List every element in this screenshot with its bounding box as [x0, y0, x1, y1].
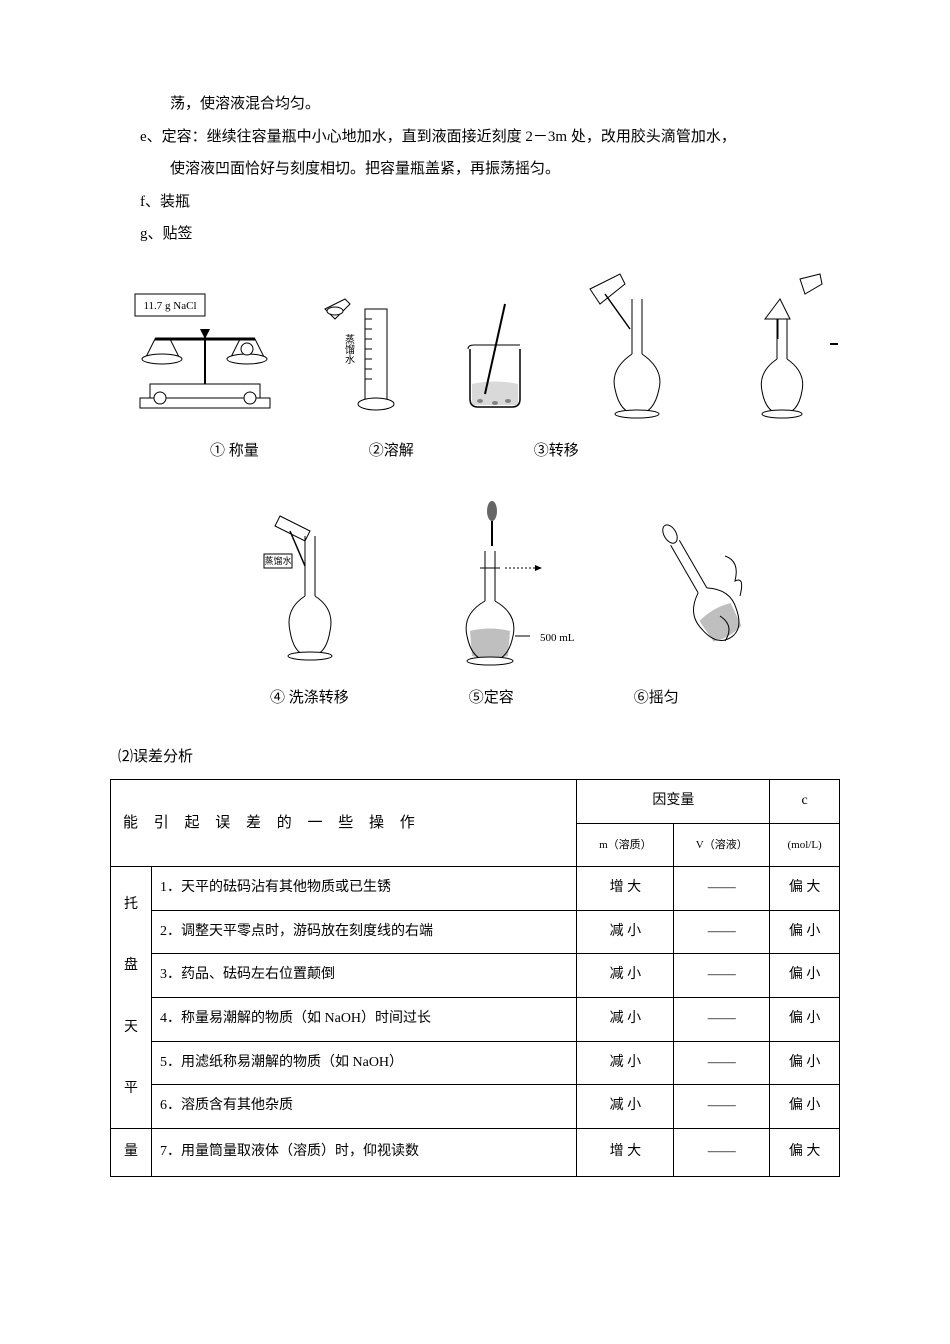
- caption-transfer: ③转移: [534, 437, 579, 466]
- flask-500ml-text: 500 mL: [540, 632, 575, 644]
- nacl-label-text: 11.7 g NaCl: [143, 300, 196, 312]
- table-row-m: 减 小: [577, 1041, 674, 1085]
- shake-flask-icon: [640, 496, 760, 677]
- table-row-op: 5．用滤纸称易潮解的物质（如 NaOH）: [152, 1041, 577, 1085]
- beaker-stir-icon: [450, 289, 540, 430]
- table-row-op: 6．溶质含有其他杂质: [152, 1085, 577, 1129]
- caption-row-2: ④ 洗涤转移 ⑤定容 ⑥摇匀: [270, 684, 840, 713]
- table-row-m: 减 小: [577, 910, 674, 954]
- wash-transfer-icon: 蒸馏水: [250, 496, 370, 677]
- group-cylinder: 量: [111, 1128, 152, 1176]
- group-balance: 托盘天平: [111, 867, 152, 1129]
- rinse-transfer-icon: [730, 269, 840, 430]
- table-row-v: ——: [674, 954, 770, 998]
- text-line: e、定容：继续往容量瓶中小心地加水，直到液面接近刻度 2－3m 处，改用胶头滴管…: [140, 129, 736, 145]
- table-row-m: 增 大: [577, 1128, 674, 1176]
- table-row-c: 偏 小: [770, 997, 840, 1041]
- caption-dissolve: ②溶解: [369, 437, 414, 466]
- table-row-op: 1．天平的砝码沾有其他物质或已生锈: [152, 867, 577, 911]
- caption-wash: ④ 洗涤转移: [270, 684, 349, 713]
- header-unit: (mol/L): [770, 823, 840, 867]
- step-f: f、装瓶: [140, 188, 840, 217]
- table-row-v: ——: [674, 1085, 770, 1129]
- table-row-op: 2．调整天平零点时，游码放在刻度线的右端: [152, 910, 577, 954]
- table-row-c: 偏 小: [770, 954, 840, 998]
- table-row-op: 3．药品、砝码左右位置颠倒: [152, 954, 577, 998]
- table-row-v: ——: [674, 1128, 770, 1176]
- text-line: g、贴签: [140, 226, 193, 242]
- header-m: m（溶质）: [577, 823, 674, 867]
- error-analysis-title: ⑵误差分析: [118, 743, 840, 772]
- table-row-op: 4．称量易潮解的物质（如 NaOH）时间过长: [152, 997, 577, 1041]
- table-row-op: 7．用量筒量取液体（溶质）时，仰视读数: [152, 1128, 577, 1176]
- header-var: 因变量: [577, 780, 770, 824]
- paragraph-continue: 荡，使溶液混合均匀。: [170, 90, 840, 119]
- table-row-c: 偏 大: [770, 1128, 840, 1176]
- error-analysis-table: 能 引 起 误 差 的 一 些 操 作 因变量 c m（溶质） V（溶液） (m…: [110, 779, 840, 1177]
- table-row-m: 增 大: [577, 867, 674, 911]
- table-row-v: ——: [674, 910, 770, 954]
- table-row-c: 偏 大: [770, 867, 840, 911]
- table-row-v: ——: [674, 1041, 770, 1085]
- dropper-flask-icon: 500 mL: [430, 496, 580, 677]
- table-row-m: 减 小: [577, 997, 674, 1041]
- caption-shake: ⑥摇匀: [634, 684, 679, 713]
- table-row-m: 减 小: [577, 1085, 674, 1129]
- text-line: 使溶液凹面恰好与刻度相切。把容量瓶盖紧，再振荡摇匀。: [170, 161, 560, 177]
- table-row-c: 偏 小: [770, 910, 840, 954]
- caption-row-1: ① 称量 ②溶解 ③转移: [200, 437, 840, 466]
- table-row-v: ——: [674, 867, 770, 911]
- table-row-c: 偏 小: [770, 1041, 840, 1085]
- step-g: g、贴签: [140, 220, 840, 249]
- text-line: f、装瓶: [140, 194, 190, 210]
- caption-fill: ⑤定容: [469, 684, 514, 713]
- balance-scale-icon: 11.7 g NaCl: [130, 289, 280, 430]
- header-v: V（溶液）: [674, 823, 770, 867]
- table-row-c: 偏 小: [770, 1085, 840, 1129]
- text-line: 荡，使溶液混合均匀。: [170, 96, 320, 112]
- water-label-text: 蒸馏水: [343, 333, 355, 363]
- header-c: c: [770, 780, 840, 824]
- header-ops: 能 引 起 误 差 的 一 些 操 作: [111, 780, 577, 867]
- document-page: 荡，使溶液混合均匀。 e、定容：继续往容量瓶中小心地加水，直到液面接近刻度 2－…: [0, 0, 950, 1344]
- table-row-m: 减 小: [577, 954, 674, 998]
- cylinder-icon: 蒸馏水: [310, 289, 420, 430]
- caption-weigh: ① 称量: [210, 437, 259, 466]
- step-e: e、定容：继续往容量瓶中小心地加水，直到液面接近刻度 2－3m 处，改用胶头滴管…: [140, 123, 840, 152]
- diagram-row-1: 11.7 g NaCl: [130, 269, 840, 713]
- water-label2-text: 蒸馏水: [264, 555, 291, 566]
- step-e-cont: 使溶液凹面恰好与刻度相切。把容量瓶盖紧，再振荡摇匀。: [170, 155, 840, 184]
- transfer-flask-icon: [570, 269, 700, 430]
- table-row-v: ——: [674, 997, 770, 1041]
